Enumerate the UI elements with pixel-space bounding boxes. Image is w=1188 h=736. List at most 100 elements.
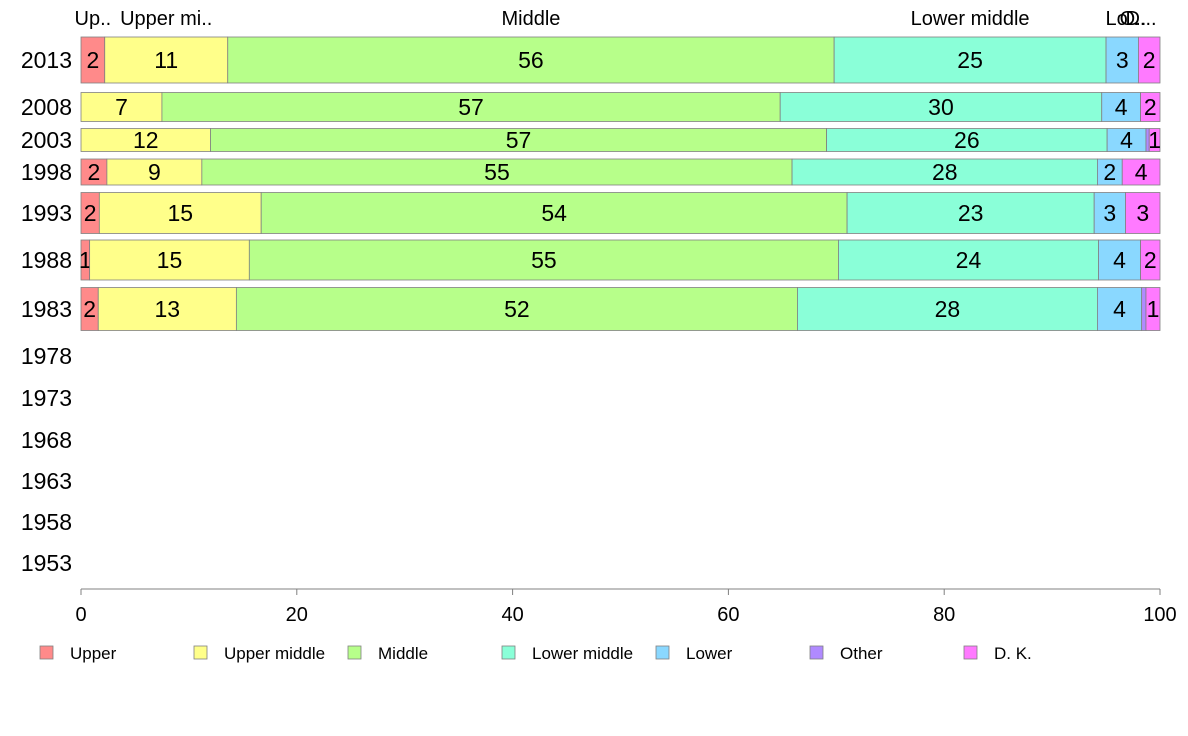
data-label-1988-upper-middle: 15: [157, 247, 183, 273]
legend-label-d-k-: D. K.: [994, 644, 1032, 663]
data-label-1993-d-k-: 3: [1136, 200, 1149, 226]
bar-1983-other: [1141, 287, 1147, 331]
data-label-1998-upper: 2: [88, 159, 101, 185]
data-label-1998-lower-middle: 28: [932, 159, 958, 185]
data-label-1983-lower-middle: 28: [935, 296, 961, 322]
data-label-1998-lower: 2: [1103, 159, 1116, 185]
top-label-upper: Up..: [75, 8, 112, 30]
top-label-upper-middle: Upper mi..: [120, 8, 212, 30]
data-label-2003-d-k-: 1: [1148, 127, 1161, 153]
data-label-1993-upper: 2: [84, 200, 97, 226]
top-label-lower: Lo..: [1106, 8, 1139, 30]
bar-2008-d-k-: [1140, 92, 1161, 122]
legend-label-middle: Middle: [378, 644, 428, 663]
year-label-1988: 1988: [21, 247, 72, 273]
bar-2013-upper-middle: [104, 36, 229, 84]
data-label-2013-upper: 2: [86, 47, 99, 73]
data-label-2013-lower: 3: [1116, 47, 1129, 73]
bar-1993-middle: [260, 192, 848, 234]
bar-1998-d-k-: [1121, 158, 1161, 186]
bar-2013-middle: [227, 36, 835, 84]
bars: 2 11 56 25 3 27 57 30 4 212 57 26 4 12 9 55 28 2 42 15 54 23 3…: [79, 36, 1161, 331]
x-tick-label-40: 40: [501, 604, 523, 626]
data-label-2008-lower-middle: 30: [928, 94, 954, 120]
bar-2013-d-k-: [1138, 36, 1161, 84]
data-label-2008-lower: 4: [1115, 94, 1128, 120]
data-label-2003-lower-middle: 26: [954, 127, 980, 153]
data-label-2013-d-k-: 2: [1143, 47, 1156, 73]
year-label-1998: 1998: [21, 159, 72, 185]
bar-1983-upper-middle: [97, 287, 237, 331]
year-label-1963: 1963: [21, 468, 72, 494]
data-label-2003-middle: 57: [506, 127, 532, 153]
year-label-1973: 1973: [21, 385, 72, 411]
data-label-1993-lower: 3: [1103, 200, 1116, 226]
bar-1983-lower-middle: [797, 287, 1098, 331]
bar-1998-upper: [80, 158, 108, 186]
x-tick-label-60: 60: [717, 604, 739, 626]
x-tick-label-20: 20: [286, 604, 308, 626]
year-label-1993: 1993: [21, 200, 72, 226]
bar-1988-d-k-: [1140, 239, 1161, 281]
data-label-1993-middle: 54: [541, 200, 567, 226]
bar-1998-lower: [1097, 158, 1123, 186]
legend-label-upper-middle: Upper middle: [224, 644, 325, 663]
legend-label-upper: Upper: [70, 644, 117, 663]
top-label-lower-middle: Lower middle: [911, 8, 1030, 30]
x-tick-label-80: 80: [933, 604, 955, 626]
data-label-2013-lower-middle: 25: [957, 47, 983, 73]
data-label-2013-middle: 56: [518, 47, 544, 73]
top-label-other: O..: [1120, 8, 1147, 30]
data-label-1993-upper-middle: 15: [167, 200, 193, 226]
data-label-2003-upper-middle: 12: [133, 127, 159, 153]
legend-swatch-upper-middle: [193, 645, 208, 660]
year-label-1983: 1983: [21, 296, 72, 322]
top-label-middle: Middle: [501, 8, 560, 30]
bar-2008-lower: [1101, 92, 1141, 122]
legend: Upper Upper middle Middle Lower middle Lower…: [39, 644, 1032, 663]
legend-label-lower-middle: Lower middle: [532, 644, 633, 663]
year-label-1978: 1978: [21, 343, 72, 369]
bar-1983-lower: [1097, 287, 1143, 331]
year-label-2008: 2008: [21, 94, 72, 120]
legend-swatch-d-k-: [963, 645, 978, 660]
bar-1983-d-k-: [1145, 287, 1161, 331]
x-tick-label-100: 100: [1143, 604, 1176, 626]
data-label-1983-upper-middle: 13: [155, 296, 181, 322]
data-label-1983-upper: 2: [83, 296, 96, 322]
data-label-1988-lower: 4: [1113, 247, 1126, 273]
bar-1988-lower: [1098, 239, 1141, 281]
bar-1988-middle: [248, 239, 839, 281]
data-label-2008-upper-middle: 7: [115, 94, 128, 120]
data-label-1998-d-k-: 4: [1135, 159, 1148, 185]
bar-2003-d-k-: [1148, 128, 1161, 152]
series-top-labels: Up.. Upper mi.. Middle Lower middle Lo..O..D…: [75, 8, 1157, 30]
data-label-1988-middle: 55: [531, 247, 557, 273]
data-label-1998-upper-middle: 9: [148, 159, 161, 185]
data-label-1988-lower-middle: 24: [956, 247, 982, 273]
data-label-1983-d-k-: 1: [1147, 296, 1160, 322]
data-label-1988-d-k-: 2: [1144, 247, 1157, 273]
data-label-2008-middle: 57: [458, 94, 484, 120]
bar-1988-lower-middle: [838, 239, 1099, 281]
x-tick-label-0: 0: [75, 604, 86, 626]
data-label-2003-lower: 4: [1120, 127, 1133, 153]
data-label-1993-lower-middle: 23: [958, 200, 984, 226]
bar-2013-lower-middle: [833, 36, 1107, 84]
data-label-2013-upper-middle: 11: [154, 47, 178, 73]
legend-label-lower: Lower: [686, 644, 733, 663]
legend-swatch-lower: [655, 645, 670, 660]
bar-1983-middle: [235, 287, 798, 331]
year-label-1968: 1968: [21, 427, 72, 453]
legend-swatch-other: [809, 645, 824, 660]
data-label-1983-lower: 4: [1113, 296, 1126, 322]
data-label-2008-d-k-: 2: [1144, 94, 1157, 120]
year-label-2013: 2013: [21, 47, 72, 73]
bar-1993-d-k-: [1125, 192, 1161, 234]
legend-swatch-lower-middle: [501, 645, 516, 660]
year-labels: 2013 2008 2003 1998 1993 1988 1983 1978 1973 1968…: [21, 47, 72, 576]
year-label-2003: 2003: [21, 127, 72, 153]
bar-1998-lower-middle: [791, 158, 1098, 186]
legend-label-other: Other: [840, 644, 883, 663]
